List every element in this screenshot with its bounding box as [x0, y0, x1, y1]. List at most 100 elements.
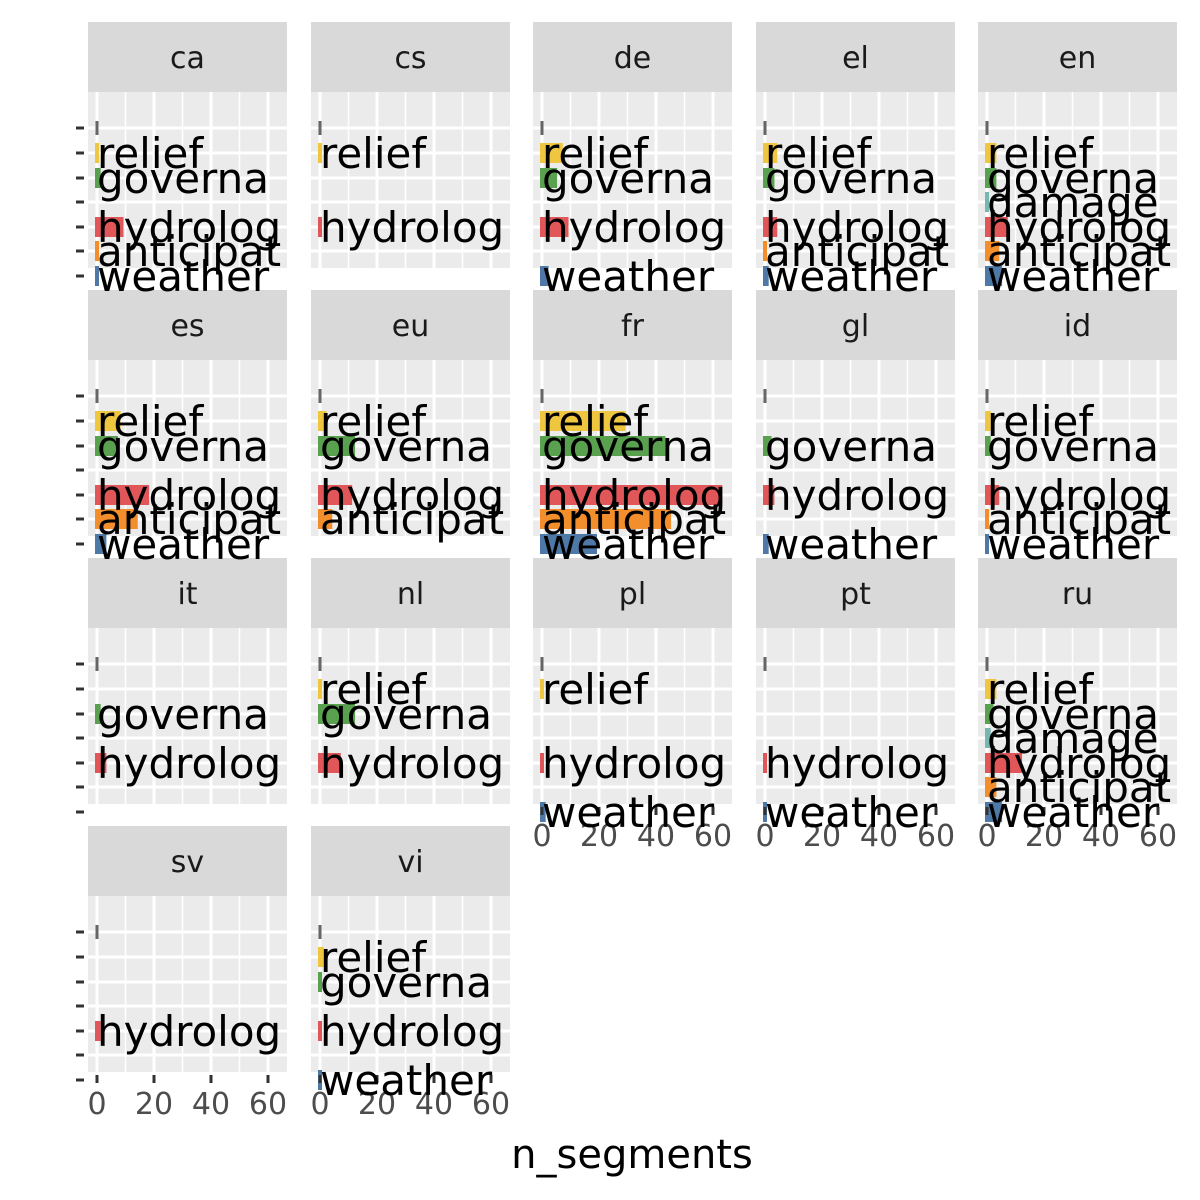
facet-ca: ca — [76, 22, 287, 286]
facet-strip — [756, 558, 955, 628]
facet-strip — [88, 290, 287, 360]
bar-label-governance: governa — [320, 690, 492, 739]
facet-nl: nl — [311, 558, 510, 814]
panel-background — [88, 360, 287, 536]
bar-hydrological — [985, 485, 1000, 505]
bar-label-weather: weather — [542, 520, 715, 569]
bar-weather — [763, 266, 769, 286]
bar-label-weather: weather — [987, 252, 1160, 301]
bar-governance — [318, 704, 356, 724]
bar-governance — [985, 704, 994, 724]
bar-hydrological — [540, 753, 544, 773]
bar-label-relief: relief — [542, 129, 649, 178]
bar-label-weather: weather — [987, 788, 1160, 837]
panel-background — [88, 628, 287, 804]
bar-governance — [95, 436, 118, 456]
bar-label-relief: relief — [987, 129, 1094, 178]
bar-label-hydrological: hydrolog — [97, 739, 281, 788]
bar-label-governance: governa — [542, 154, 714, 203]
facet-strip — [311, 22, 510, 92]
panel-background — [88, 896, 287, 1072]
bar-label-anticipation: anticipat — [97, 227, 281, 276]
bar-label-hydrological: hydrolog — [320, 739, 504, 788]
x-tick-label: 0 — [532, 819, 551, 854]
bar-label-governance: governa — [765, 422, 937, 471]
panel-background — [756, 92, 955, 268]
bar-label-anticipation: anticipat — [987, 495, 1171, 544]
bar-governance — [318, 972, 322, 992]
x-tick-label: 60 — [249, 1087, 287, 1122]
bar-label-weather: weather — [542, 788, 715, 837]
bar-governance — [95, 704, 101, 724]
facet-title: cs — [394, 41, 426, 76]
x-tick-label: 0 — [755, 819, 774, 854]
bar-hydrological — [318, 485, 353, 505]
bar-label-weather: weather — [765, 788, 938, 837]
panel-background — [978, 628, 1177, 804]
bar-anticipation — [95, 241, 99, 261]
facet-el: el — [756, 22, 955, 286]
facet-es: es — [76, 290, 287, 554]
bar-governance — [540, 436, 666, 456]
x-tick-label: 40 — [860, 819, 898, 854]
bar-label-anticipation: anticipat — [987, 227, 1171, 276]
bar-label-hydrological: hydrolog — [320, 471, 504, 520]
bar-label-hydrological: hydrolog — [987, 203, 1171, 252]
bar-relief — [540, 411, 626, 431]
bar-label-damage: damage — [987, 178, 1159, 227]
x-axis-title: n_segments — [511, 1132, 753, 1178]
facet-eu: eu — [311, 290, 510, 546]
bar-label-relief: relief — [97, 129, 204, 178]
facet-de: de — [533, 22, 732, 286]
x-tick-label: 20 — [358, 1087, 396, 1122]
bar-relief — [318, 411, 327, 431]
bar-label-anticipation: anticipat — [97, 495, 281, 544]
facet-strip — [756, 290, 955, 360]
bar-label-hydrological: hydrolog — [97, 1007, 281, 1056]
bar-label-hydrological: hydrolog — [987, 471, 1171, 520]
facet-strip — [533, 558, 732, 628]
facet-it: it — [76, 558, 287, 814]
bar-weather — [985, 266, 1003, 286]
bar-anticipation — [763, 241, 767, 261]
bar-relief — [540, 679, 544, 699]
x-tick-label: 40 — [415, 1087, 453, 1122]
bar-label-relief: relief — [320, 933, 427, 982]
facet-title: id — [1064, 309, 1091, 344]
facet-title: pl — [619, 577, 646, 612]
bar-hydrological — [95, 753, 107, 773]
panel-background — [756, 360, 955, 536]
bar-damage — [985, 192, 989, 212]
bar-governance — [985, 168, 997, 188]
bar-hydrological — [318, 217, 322, 237]
bar-label-anticipation: anticipat — [542, 495, 726, 544]
bar-anticipation — [985, 509, 989, 529]
bar-governance — [763, 168, 775, 188]
bar-hydrological — [763, 217, 778, 237]
bar-hydrological — [540, 217, 569, 237]
bar-label-weather: weather — [320, 1056, 493, 1105]
facet-strip — [533, 290, 732, 360]
bar-label-hydrological: hydrolog — [765, 471, 949, 520]
bar-label-relief: relief — [987, 665, 1094, 714]
facet-title: ru — [1062, 577, 1093, 612]
bar-relief — [95, 143, 99, 163]
facet-gl: gl — [756, 290, 955, 554]
bar-label-relief: relief — [320, 397, 427, 446]
bar-label-hydrological: hydrolog — [542, 471, 726, 520]
bar-label-hydrological: hydrolog — [765, 203, 949, 252]
facet-ru: ru — [978, 558, 1177, 822]
bar-damage — [985, 728, 991, 748]
bar-label-hydrological: hydrolog — [765, 739, 949, 788]
bar-weather — [763, 534, 769, 554]
facet-en: en — [978, 22, 1177, 286]
bar-label-governance: governa — [542, 422, 714, 471]
facet-strip — [311, 290, 510, 360]
facet-strip — [88, 826, 287, 896]
bar-label-governance: governa — [97, 690, 269, 739]
bar-label-governance: governa — [987, 422, 1159, 471]
bar-label-hydrological: hydrolog — [320, 203, 504, 252]
bar-governance — [318, 436, 356, 456]
facet-pl: pl — [533, 558, 732, 822]
facet-strip — [533, 22, 732, 92]
